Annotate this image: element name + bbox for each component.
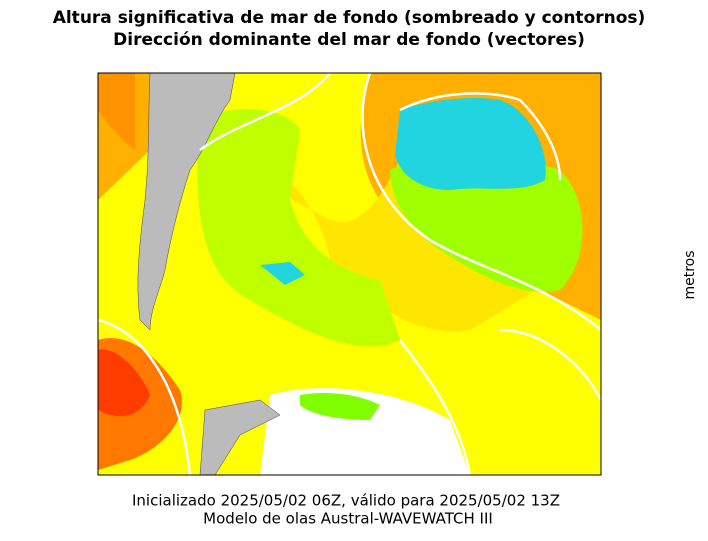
- map-frame: [97, 72, 602, 476]
- title-line: Dirección dominante del mar de fondo (ve…: [113, 30, 585, 50]
- footer-line: Modelo de olas Austral-WAVEWATCH III: [203, 510, 493, 528]
- footer-line: Inicializado 2025/05/02 06Z, válido para…: [132, 492, 560, 510]
- title-line: Altura significativa de mar de fondo (so…: [53, 8, 646, 28]
- map-field: [98, 73, 601, 475]
- colorbar-label: metros: [682, 250, 698, 299]
